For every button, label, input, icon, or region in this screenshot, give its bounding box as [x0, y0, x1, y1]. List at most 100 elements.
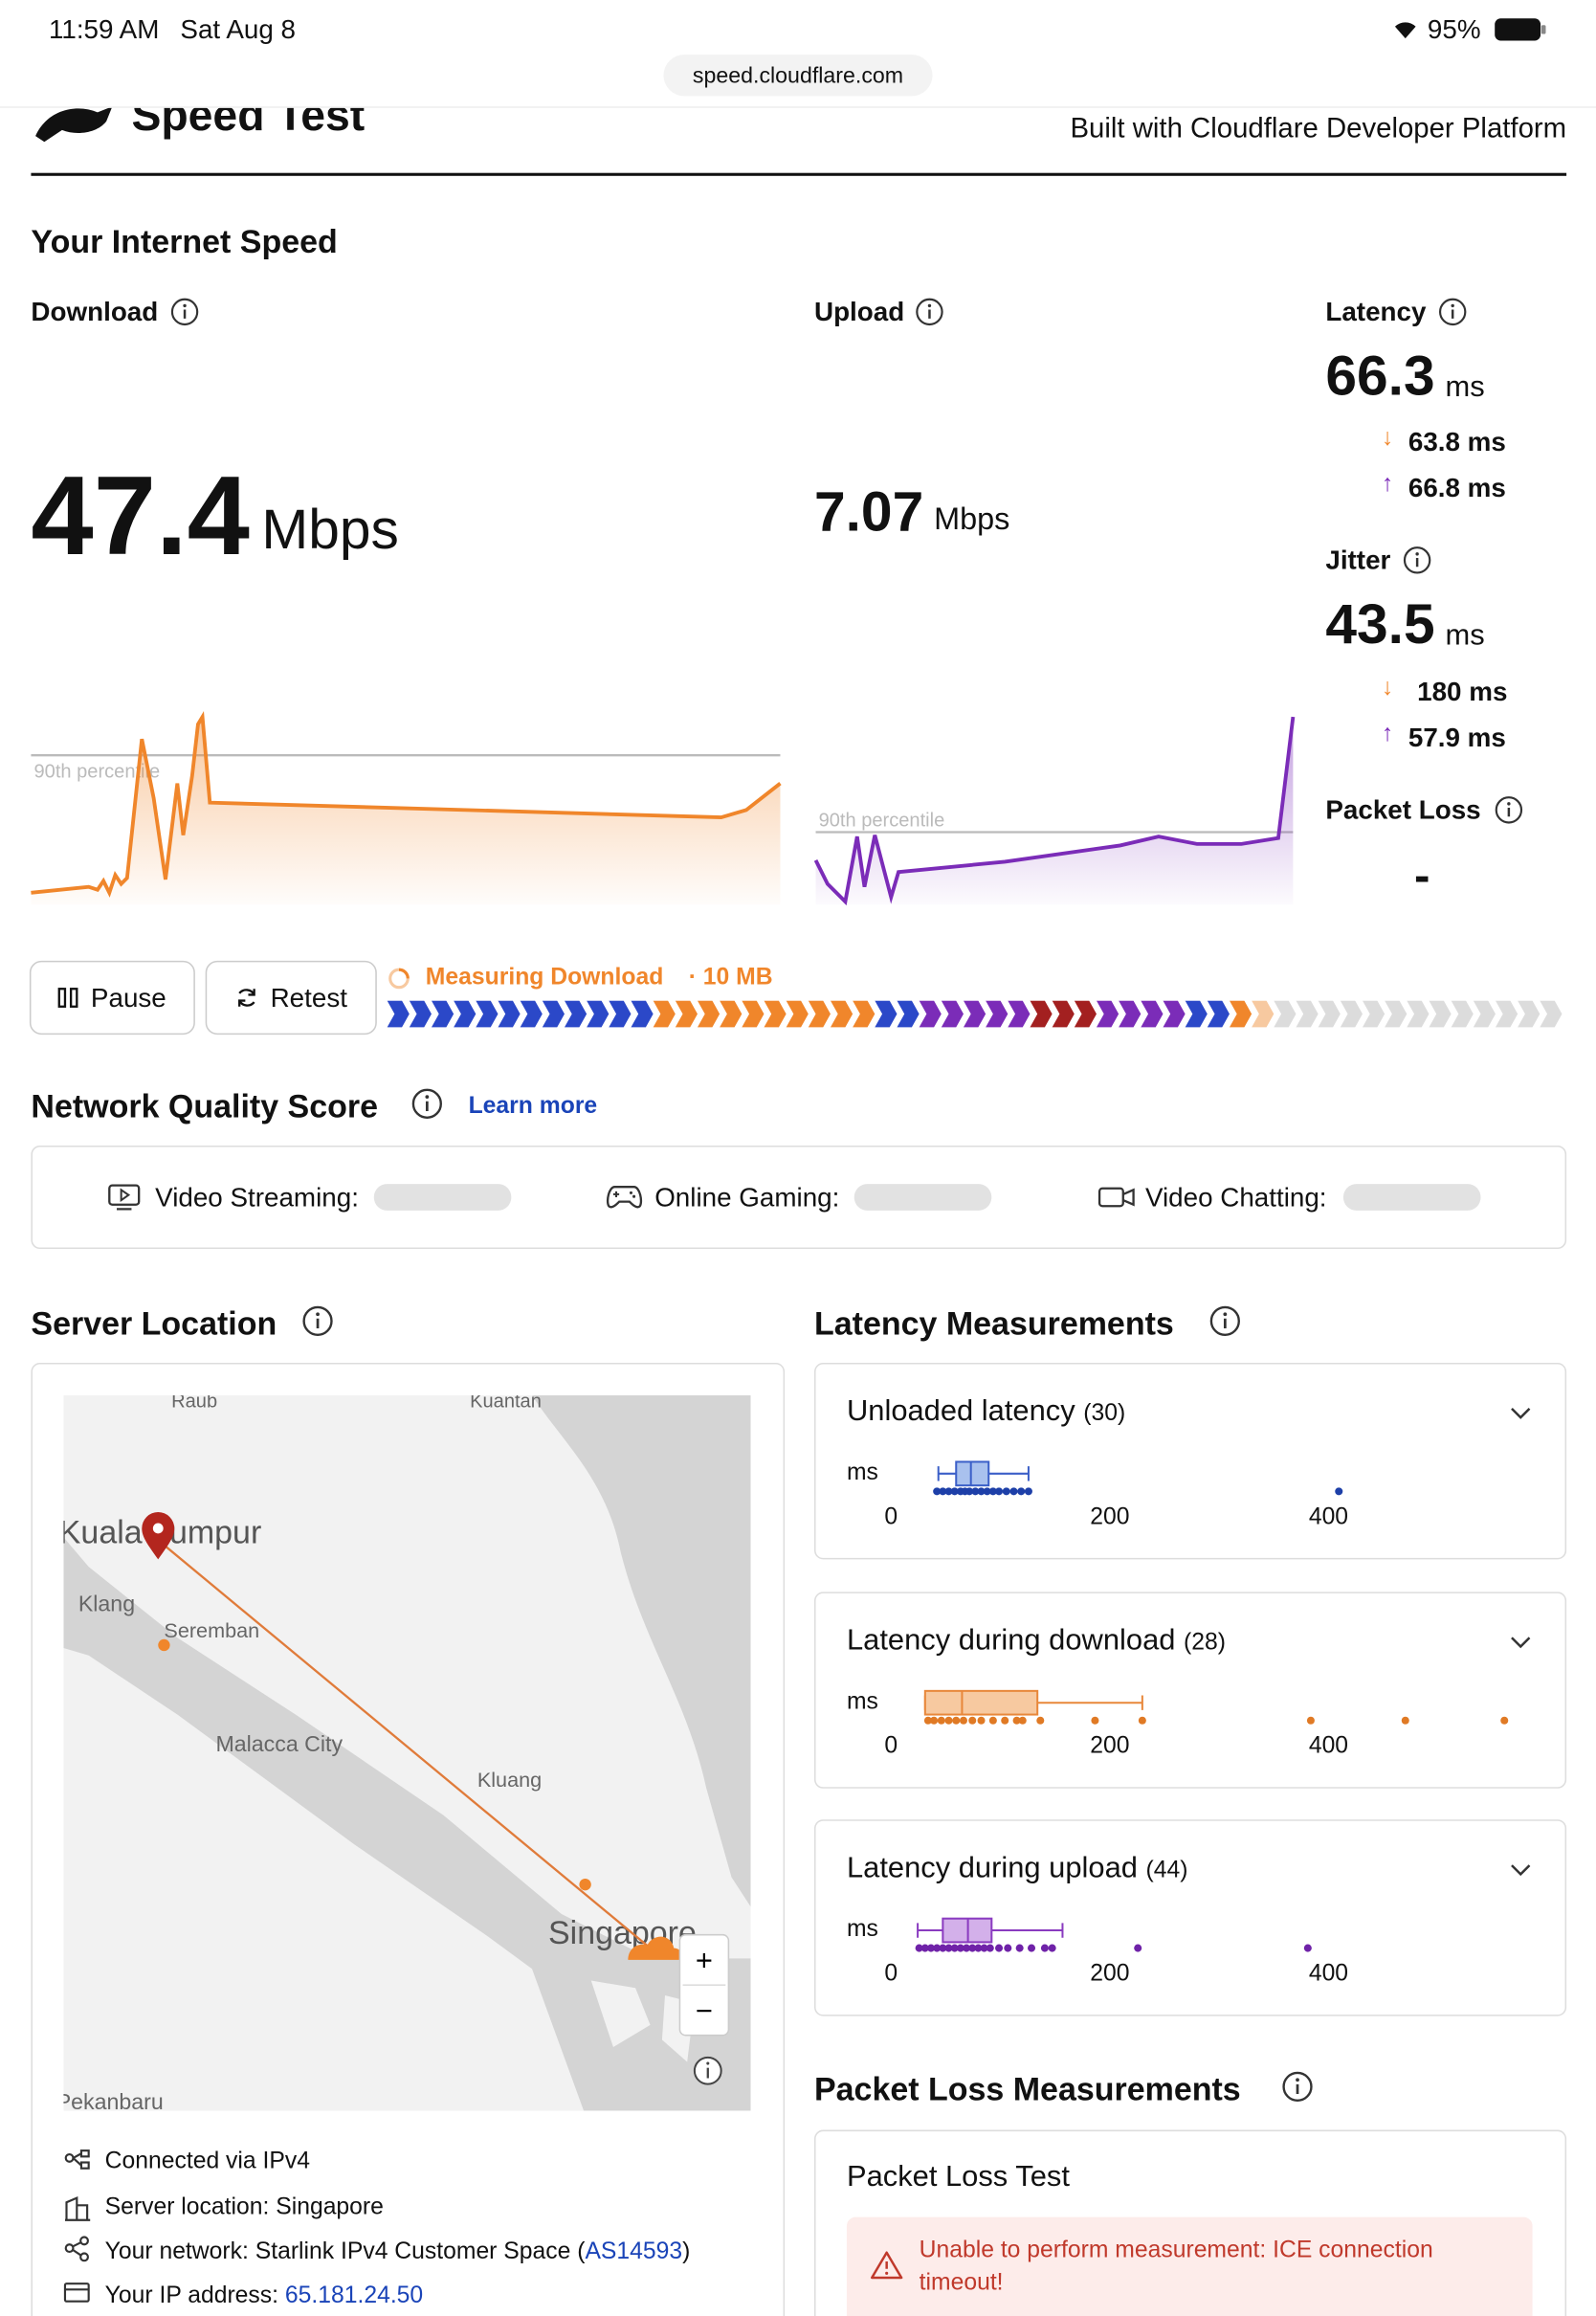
zoom-in[interactable]: + — [696, 1944, 713, 1977]
card-count: (44) — [1145, 1858, 1188, 1883]
info-icon[interactable] — [1494, 795, 1523, 833]
map-pin-dot — [152, 1523, 164, 1534]
progress-chevron — [1385, 1000, 1408, 1028]
map-pin[interactable] — [142, 1511, 175, 1560]
percentile-label: 90th percentile — [819, 810, 945, 831]
info-glyph — [1403, 546, 1431, 574]
quality-card — [31, 1145, 1567, 1250]
upload-unit: Mbps — [934, 502, 1010, 537]
axis-tick-label: 200 — [1090, 1504, 1130, 1530]
map-label: Malacca City — [215, 1731, 343, 1756]
speed-graphs: 90th percentile 90th percentile — [31, 710, 1296, 906]
download-line — [31, 710, 782, 898]
map-label: Kluang — [477, 1768, 542, 1792]
progress-chevron — [631, 1000, 654, 1028]
server-marker[interactable] — [628, 1936, 683, 1960]
asn-link[interactable]: AS14593 — [585, 2238, 683, 2265]
info-icon[interactable] — [1438, 297, 1468, 334]
axis-tick-label: 0 — [884, 1961, 898, 1987]
sample-dot — [950, 1944, 959, 1952]
gaming-icon — [606, 1186, 643, 1209]
sample-dot — [1012, 1715, 1021, 1724]
sample-dot — [933, 1944, 942, 1952]
expand-chevron[interactable] — [1510, 1634, 1531, 1648]
sample-dot — [1017, 1487, 1026, 1496]
error-message: Unable to perform measurement: ICE conne… — [919, 2238, 1433, 2296]
ip-link[interactable]: 65.181.24.50 — [284, 2283, 424, 2309]
header-rule — [31, 172, 1567, 176]
row-value: ) — [682, 2238, 691, 2265]
progress-chevron — [853, 1000, 876, 1028]
logo — [35, 106, 113, 143]
error-box — [846, 2216, 1533, 2316]
progress-chevron — [1141, 1000, 1164, 1028]
progress-chevron — [1407, 1000, 1430, 1028]
progress-chevron — [1119, 1000, 1142, 1028]
status-text: Measuring Download — [425, 965, 664, 991]
info-icon[interactable] — [915, 297, 944, 334]
sample-dot — [983, 1487, 991, 1496]
info-icon[interactable] — [410, 1087, 443, 1127]
info-icon[interactable] — [1403, 546, 1432, 583]
row-label: Server location: — [104, 2194, 270, 2220]
info-icon[interactable] — [170, 297, 200, 334]
quality-item: Video Chatting: — [1144, 1182, 1327, 1213]
row-value: IPv4 — [262, 2149, 310, 2174]
status-time: 11:59 AM — [48, 14, 160, 45]
row-value: Starlink IPv4 Customer Space ( — [255, 2238, 586, 2265]
latency-up: 66.8 ms — [1408, 473, 1506, 503]
pause-button[interactable]: Pause — [29, 960, 195, 1036]
packet-loss-label: Packet Loss — [1325, 794, 1481, 825]
expand-chevron[interactable] — [1510, 1862, 1531, 1877]
url-bar[interactable]: speed.cloudflare.com — [663, 55, 933, 97]
progress-chevron — [476, 1000, 499, 1028]
battery-icon — [1495, 18, 1546, 41]
row-label: Your network: — [104, 2238, 249, 2265]
info-glyph — [1282, 2071, 1313, 2102]
info-icon[interactable] — [1208, 1304, 1241, 1345]
axis-unit: ms — [846, 1917, 878, 1943]
card-count: (30) — [1083, 1401, 1126, 1427]
jitter-label: Jitter — [1325, 545, 1391, 575]
sample-dot — [937, 1715, 945, 1724]
progress-chevron — [1207, 1000, 1230, 1028]
map-label: Pekanbaru — [63, 2089, 163, 2111]
retest-button[interactable]: Retest — [205, 960, 377, 1036]
map-info-glyph — [706, 2061, 710, 2065]
sample-dot — [1018, 1715, 1027, 1724]
info-icon[interactable] — [301, 1304, 334, 1345]
progress-chevron — [742, 1000, 765, 1028]
zoom-out[interactable]: − — [696, 1993, 713, 2027]
map-land — [63, 1648, 585, 2111]
axis-tick-label: 0 — [884, 1504, 898, 1530]
learn-more-link[interactable]: Learn more — [468, 1093, 598, 1120]
progress-chevron — [1163, 1000, 1186, 1028]
upload-label: Upload — [813, 297, 905, 327]
axis-tick-label: 200 — [1090, 1732, 1130, 1759]
section-heading: Latency Measurements — [813, 1304, 1174, 1343]
map-label: Raub — [171, 1395, 217, 1412]
sample-dot — [930, 1715, 939, 1724]
sample-dot — [959, 1715, 967, 1724]
info-icon[interactable] — [1281, 2070, 1314, 2110]
latency-down: 63.8 ms — [1408, 427, 1506, 457]
info-glyph — [1495, 796, 1523, 824]
progress-chevron — [1008, 1000, 1031, 1028]
expand-chevron[interactable] — [1510, 1406, 1531, 1420]
sample-dot — [923, 1715, 932, 1724]
progress-chevron — [941, 1000, 964, 1028]
quality-item: Video Streaming: — [155, 1182, 359, 1213]
section-heading: Packet Loss Measurements — [813, 2070, 1241, 2108]
download-value: 47.4 — [31, 454, 250, 580]
sample-dot — [939, 1944, 947, 1952]
row-icons — [63, 2149, 91, 2303]
sample-dot — [977, 1715, 986, 1724]
row-label: Connected via — [104, 2149, 256, 2174]
section-heading: Server Location — [31, 1304, 277, 1343]
sample-dot — [1028, 1944, 1036, 1952]
section-heading: Your Internet Speed — [31, 223, 338, 260]
axis-unit: ms — [846, 1688, 878, 1714]
download-label: Download — [31, 297, 159, 327]
progress-chevron — [431, 1000, 454, 1028]
